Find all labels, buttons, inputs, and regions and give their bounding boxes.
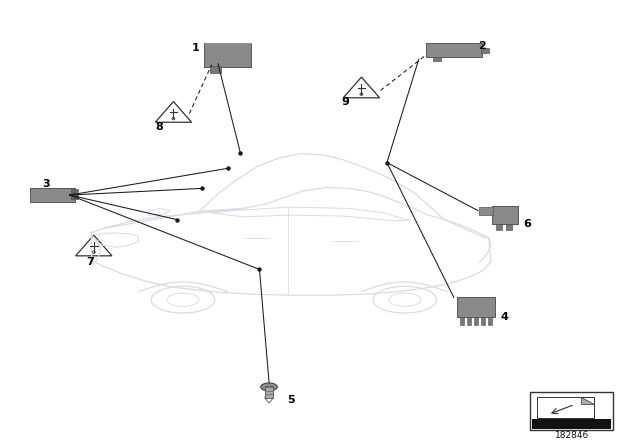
- Bar: [488, 318, 492, 325]
- Ellipse shape: [260, 383, 277, 391]
- Text: 4: 4: [501, 313, 509, 323]
- Bar: [72, 193, 78, 195]
- Text: 9: 9: [342, 97, 349, 107]
- FancyBboxPatch shape: [426, 43, 481, 57]
- Polygon shape: [343, 77, 380, 98]
- Bar: [210, 66, 221, 73]
- Text: 182846: 182846: [555, 431, 589, 440]
- Polygon shape: [76, 235, 112, 256]
- Text: 6: 6: [523, 219, 531, 229]
- Bar: [496, 224, 502, 230]
- Bar: [532, 419, 611, 429]
- FancyBboxPatch shape: [30, 188, 75, 202]
- Bar: [72, 196, 78, 199]
- Bar: [481, 47, 488, 53]
- Bar: [531, 392, 613, 430]
- Text: 7: 7: [87, 257, 95, 267]
- Text: 8: 8: [156, 122, 163, 132]
- Polygon shape: [156, 102, 191, 122]
- Text: 5: 5: [287, 395, 295, 405]
- Bar: [479, 207, 493, 215]
- Ellipse shape: [360, 93, 363, 95]
- Polygon shape: [581, 397, 594, 404]
- Bar: [481, 318, 485, 325]
- Text: 2: 2: [479, 41, 486, 51]
- Bar: [72, 189, 78, 192]
- Bar: [433, 57, 441, 61]
- Bar: [264, 386, 273, 398]
- Bar: [492, 206, 518, 224]
- Bar: [467, 318, 471, 325]
- Polygon shape: [537, 397, 594, 418]
- Bar: [457, 297, 495, 318]
- Bar: [460, 318, 464, 325]
- FancyBboxPatch shape: [204, 43, 251, 67]
- Ellipse shape: [172, 117, 175, 120]
- Text: 3: 3: [42, 179, 50, 189]
- Bar: [474, 318, 478, 325]
- Ellipse shape: [92, 251, 95, 254]
- Bar: [506, 224, 513, 230]
- Text: 1: 1: [192, 43, 200, 53]
